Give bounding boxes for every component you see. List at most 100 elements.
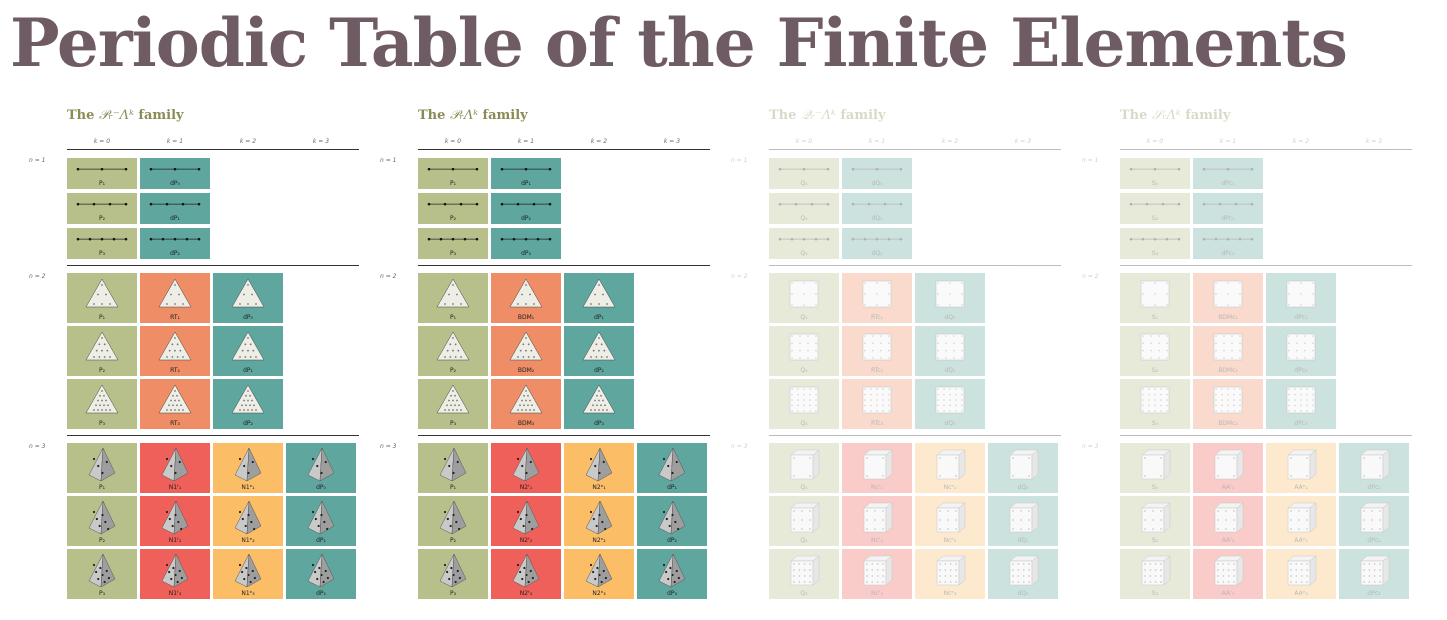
element-cell[interactable]: dP₁ bbox=[637, 443, 707, 493]
element-cell[interactable]: N1ᵉ₁ bbox=[213, 443, 283, 493]
element-cell[interactable]: RTc₁ bbox=[842, 273, 912, 323]
element-cell[interactable]: Q₃ bbox=[769, 549, 839, 599]
element-cell[interactable]: S₁ bbox=[1120, 443, 1190, 493]
element-cell[interactable]: P₁ bbox=[418, 273, 488, 323]
element-cell[interactable]: Q₁ bbox=[769, 443, 839, 493]
element-cell[interactable]: dQ₀ bbox=[842, 158, 912, 189]
element-cell[interactable]: S₂ bbox=[1120, 193, 1190, 224]
element-cell[interactable]: dP₃ bbox=[564, 379, 634, 429]
element-cell[interactable]: dPc₂ bbox=[1193, 193, 1263, 224]
element-cell[interactable]: N1ᵉ₃ bbox=[213, 549, 283, 599]
element-cell[interactable]: BDMc₃ bbox=[1193, 379, 1263, 429]
element-cell[interactable]: Ncᶠ₁ bbox=[842, 443, 912, 493]
element-cell[interactable]: S₁ bbox=[1120, 158, 1190, 189]
element-cell[interactable]: Ncᵉ₂ bbox=[915, 496, 985, 546]
element-cell[interactable]: Ncᵉ₃ bbox=[915, 549, 985, 599]
element-cell[interactable]: dPc₂ bbox=[1339, 496, 1409, 546]
element-cell[interactable]: dP₁ bbox=[564, 273, 634, 323]
element-cell[interactable]: dP₂ bbox=[637, 496, 707, 546]
element-cell[interactable]: dP₂ bbox=[213, 379, 283, 429]
element-cell[interactable]: P₃ bbox=[67, 228, 137, 259]
element-cell[interactable]: N2ᶠ₂ bbox=[491, 496, 561, 546]
element-cell[interactable]: P₁ bbox=[67, 158, 137, 189]
element-cell[interactable]: dP₀ bbox=[213, 273, 283, 323]
element-cell[interactable]: P₃ bbox=[418, 228, 488, 259]
element-cell[interactable]: N2ᶠ₁ bbox=[491, 443, 561, 493]
element-cell[interactable]: Q₂ bbox=[769, 193, 839, 224]
element-cell[interactable]: P₃ bbox=[418, 379, 488, 429]
element-cell[interactable]: Ncᶠ₂ bbox=[842, 496, 912, 546]
element-cell[interactable]: dQ₁ bbox=[988, 496, 1058, 546]
element-cell[interactable]: dPc₁ bbox=[1339, 443, 1409, 493]
element-cell[interactable]: dP₁ bbox=[213, 326, 283, 376]
element-cell[interactable]: Q₂ bbox=[769, 326, 839, 376]
element-cell[interactable]: RT₃ bbox=[140, 379, 210, 429]
element-cell[interactable]: P₁ bbox=[67, 443, 137, 493]
element-cell[interactable]: dP₀ bbox=[140, 158, 210, 189]
element-cell[interactable]: Ncᶠ₃ bbox=[842, 549, 912, 599]
element-cell[interactable]: P₁ bbox=[418, 443, 488, 493]
element-cell[interactable]: Q₃ bbox=[769, 228, 839, 259]
element-cell[interactable]: dP₁ bbox=[140, 193, 210, 224]
element-cell[interactable]: BDM₁ bbox=[491, 273, 561, 323]
element-cell[interactable]: dQ₂ bbox=[988, 549, 1058, 599]
element-cell[interactable]: N1ᶠ₂ bbox=[140, 496, 210, 546]
element-cell[interactable]: N1ᶠ₁ bbox=[140, 443, 210, 493]
element-cell[interactable]: S₂ bbox=[1120, 496, 1190, 546]
element-cell[interactable]: dP₂ bbox=[491, 193, 561, 224]
element-cell[interactable]: AAᶠ₁ bbox=[1193, 443, 1263, 493]
element-cell[interactable]: dPc₃ bbox=[1193, 228, 1263, 259]
element-cell[interactable]: Ncᵉ₁ bbox=[915, 443, 985, 493]
element-cell[interactable]: AAᶠ₃ bbox=[1193, 549, 1263, 599]
element-cell[interactable]: RT₁ bbox=[140, 273, 210, 323]
element-cell[interactable]: AAᵉ₁ bbox=[1266, 443, 1336, 493]
element-cell[interactable]: dPc₁ bbox=[1193, 158, 1263, 189]
element-cell[interactable]: dP₂ bbox=[286, 549, 356, 599]
element-cell[interactable]: BDMc₁ bbox=[1193, 273, 1263, 323]
element-cell[interactable]: AAᵉ₂ bbox=[1266, 496, 1336, 546]
element-cell[interactable]: P₂ bbox=[418, 496, 488, 546]
element-cell[interactable]: N2ᵉ₂ bbox=[564, 496, 634, 546]
element-cell[interactable]: dPc₃ bbox=[1339, 549, 1409, 599]
element-cell[interactable]: P₂ bbox=[418, 326, 488, 376]
element-cell[interactable]: P₂ bbox=[67, 326, 137, 376]
element-cell[interactable]: P₂ bbox=[67, 193, 137, 224]
element-cell[interactable]: P₁ bbox=[418, 158, 488, 189]
element-cell[interactable]: RTc₂ bbox=[842, 326, 912, 376]
element-cell[interactable]: RTc₃ bbox=[842, 379, 912, 429]
element-cell[interactable]: dP₃ bbox=[491, 228, 561, 259]
element-cell[interactable]: RT₂ bbox=[140, 326, 210, 376]
element-cell[interactable]: Q₁ bbox=[769, 273, 839, 323]
element-cell[interactable]: dP₁ bbox=[286, 496, 356, 546]
element-cell[interactable]: dPc₁ bbox=[1266, 273, 1336, 323]
element-cell[interactable]: P₃ bbox=[67, 379, 137, 429]
element-cell[interactable]: dP₂ bbox=[140, 228, 210, 259]
element-cell[interactable]: dP₀ bbox=[286, 443, 356, 493]
element-cell[interactable]: N1ᵉ₂ bbox=[213, 496, 283, 546]
element-cell[interactable]: P₁ bbox=[67, 273, 137, 323]
element-cell[interactable]: dPc₃ bbox=[1266, 379, 1336, 429]
element-cell[interactable]: dQ₂ bbox=[915, 379, 985, 429]
element-cell[interactable]: BDMc₂ bbox=[1193, 326, 1263, 376]
element-cell[interactable]: S₃ bbox=[1120, 379, 1190, 429]
element-cell[interactable]: dQ₁ bbox=[842, 193, 912, 224]
element-cell[interactable]: AAᵉ₃ bbox=[1266, 549, 1336, 599]
element-cell[interactable]: dP₂ bbox=[564, 326, 634, 376]
element-cell[interactable]: dP₃ bbox=[637, 549, 707, 599]
element-cell[interactable]: N1ᶠ₃ bbox=[140, 549, 210, 599]
element-cell[interactable]: Q₂ bbox=[769, 496, 839, 546]
element-cell[interactable]: N2ᶠ₃ bbox=[491, 549, 561, 599]
element-cell[interactable]: BDM₃ bbox=[491, 379, 561, 429]
element-cell[interactable]: AAᶠ₂ bbox=[1193, 496, 1263, 546]
element-cell[interactable]: P₂ bbox=[67, 496, 137, 546]
element-cell[interactable]: S₃ bbox=[1120, 549, 1190, 599]
element-cell[interactable]: dQ₂ bbox=[842, 228, 912, 259]
element-cell[interactable]: dQ₁ bbox=[915, 326, 985, 376]
element-cell[interactable]: S₁ bbox=[1120, 273, 1190, 323]
element-cell[interactable]: N2ᵉ₁ bbox=[564, 443, 634, 493]
element-cell[interactable]: dQ₀ bbox=[915, 273, 985, 323]
element-cell[interactable]: BDM₂ bbox=[491, 326, 561, 376]
element-cell[interactable]: dQ₀ bbox=[988, 443, 1058, 493]
element-cell[interactable]: S₂ bbox=[1120, 326, 1190, 376]
element-cell[interactable]: dP₁ bbox=[491, 158, 561, 189]
